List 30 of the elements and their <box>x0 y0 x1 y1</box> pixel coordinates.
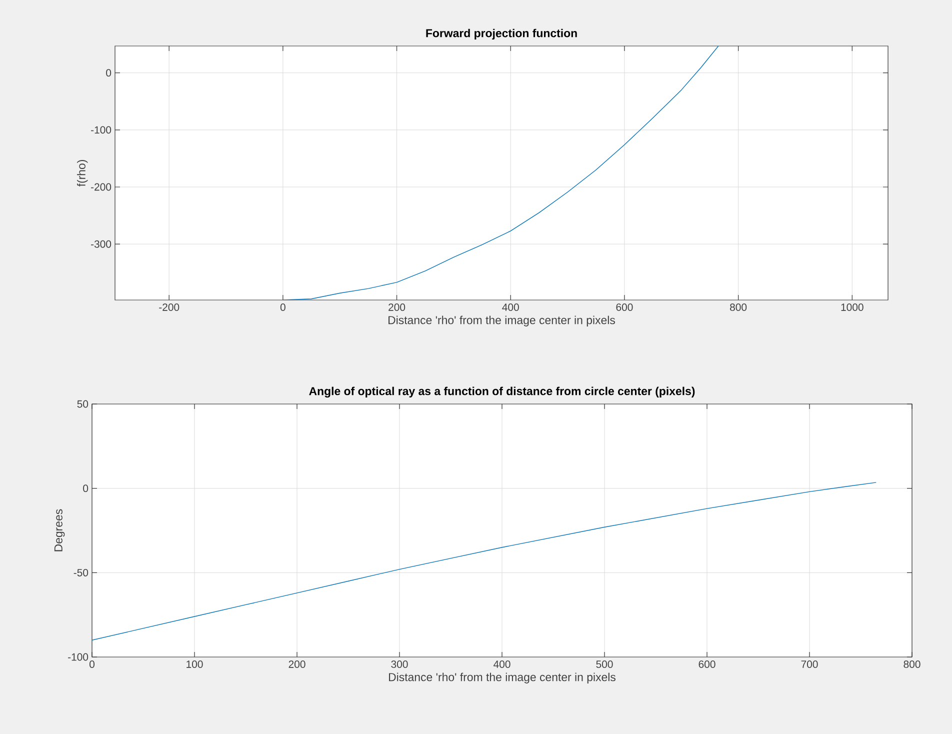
x-tick-label: 1000 <box>841 304 864 311</box>
x-tick-label: 100 <box>186 660 203 668</box>
chart-title: Forward projection function <box>426 28 577 40</box>
x-tick-label: 400 <box>494 660 510 668</box>
y-tick-label: 0 <box>83 484 88 492</box>
line-series <box>282 46 719 300</box>
y-tick-label: 0 <box>106 69 112 77</box>
x-axis-title: Distance 'rho' from the image center in pixels <box>388 316 615 326</box>
x-tick-label: 300 <box>391 660 408 668</box>
x-tick-label: 800 <box>904 660 920 668</box>
x-axis-title: Distance 'rho' from the image center in pixels <box>389 672 616 684</box>
x-tick-label: 700 <box>801 660 818 668</box>
x-tick-label: 800 <box>730 304 747 311</box>
x-tick-label: 0 <box>280 304 286 311</box>
x-tick-label: 200 <box>288 660 306 668</box>
y-tick-label: 50 <box>77 400 88 408</box>
y-tick-label: -100 <box>91 126 112 134</box>
x-tick-label: -200 <box>159 304 180 311</box>
y-tick-label: -300 <box>91 240 112 248</box>
y-tick-label: -200 <box>91 183 112 191</box>
x-tick-label: 600 <box>698 660 716 668</box>
y-tick-label: -100 <box>68 653 88 661</box>
chart-title: Angle of optical ray as a function of distance from circle center (pixels) <box>309 386 695 398</box>
x-tick-label: 200 <box>388 304 406 311</box>
x-tick-label: 500 <box>596 660 613 668</box>
y-tick-label: -50 <box>74 568 88 576</box>
x-tick-label: 400 <box>502 304 519 311</box>
y-axis-title: Degrees <box>54 509 65 552</box>
y-axis-title: f(rho) <box>77 160 88 187</box>
x-tick-label: 600 <box>616 304 633 311</box>
